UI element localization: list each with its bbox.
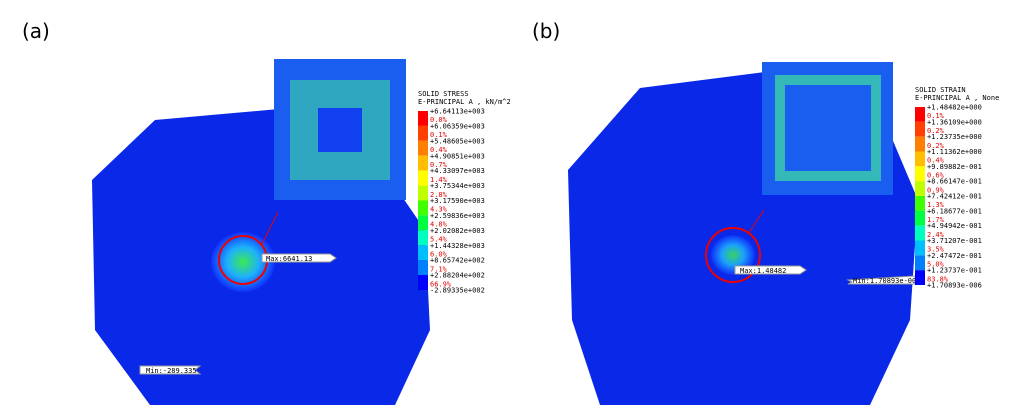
legend-percent: 1.3% <box>927 201 945 209</box>
legend-swatch <box>418 111 428 126</box>
legend-percent: 2.8% <box>430 191 448 199</box>
legend-value: +2.88204e+002 <box>430 272 485 280</box>
legend-swatch <box>418 170 428 186</box>
legend-swatch <box>418 155 428 171</box>
legend-title: E-PRINCIPAL A , None <box>915 94 999 102</box>
legend-percent: 5.0% <box>927 260 945 268</box>
min-tag <box>846 275 916 285</box>
legend-percent: 0.9% <box>927 186 945 194</box>
legend-percent: 83.8% <box>927 275 949 283</box>
max-tag <box>261 253 337 263</box>
leader <box>261 211 279 245</box>
legend-swatch <box>915 196 925 211</box>
legend-value: +3.75344e+003 <box>430 182 485 190</box>
hotspot <box>711 235 755 275</box>
legend-swatch <box>418 215 428 231</box>
max-tag <box>734 265 807 275</box>
legend-value: +6.18677e-001 <box>927 207 982 215</box>
legend-swatch <box>418 260 428 276</box>
legend-value: +2.47472e-001 <box>927 252 982 260</box>
legend-swatch <box>418 185 428 201</box>
legend-value: +1.11362e+000 <box>927 148 982 156</box>
legend-swatch <box>418 140 428 156</box>
min-tag <box>139 365 202 375</box>
inset-pattern <box>775 75 881 181</box>
legend-percent: 66.9% <box>430 280 452 288</box>
legend-swatch <box>418 200 428 216</box>
legend-percent: 0.0% <box>430 116 448 124</box>
legend-title: E-PRINCIPAL A , kN/m^2 <box>418 98 511 106</box>
legend-swatch <box>915 210 925 226</box>
legend-value: +3.17590e+003 <box>430 197 485 205</box>
legend-swatch <box>915 121 925 137</box>
legend-swatch <box>915 107 925 122</box>
panel-label: (a) <box>22 19 50 43</box>
legend-swatch <box>915 181 925 196</box>
legend-swatch <box>418 245 428 261</box>
legend-value: +3.71207e-001 <box>927 237 982 245</box>
max-label: Max:1.48482 <box>740 267 786 275</box>
legend-value: +8.66147e-001 <box>927 178 982 186</box>
legend-value: -2.89335e+002 <box>430 287 485 295</box>
legend-percent: 5.4% <box>430 236 448 244</box>
legend-percent: 0.2% <box>927 142 945 150</box>
legend-percent: 0.4% <box>927 157 945 165</box>
panel-label: (b) <box>532 19 560 43</box>
legend-title: SOLID STRAIN <box>915 86 966 94</box>
legend-swatch <box>915 225 925 241</box>
legend-swatch <box>418 125 428 141</box>
legend-value: +4.94942e-001 <box>927 222 982 230</box>
legend-value: +6.06359e+003 <box>430 122 485 130</box>
legend-percent: 2.4% <box>927 231 945 239</box>
legend-value: +9.89882e-001 <box>927 163 982 171</box>
max-label: Max:6641.13 <box>266 255 312 263</box>
legend-percent: 0.7% <box>430 161 448 169</box>
legend-value: +8.65742e+002 <box>430 257 485 265</box>
leader <box>747 209 765 235</box>
min-label: Min:-289.335 <box>146 367 197 375</box>
legend-value: +1.70893e-006 <box>927 282 982 290</box>
legend-percent: 4.3% <box>430 206 448 214</box>
legend-value: +1.23735e+000 <box>927 133 982 141</box>
legend-swatch <box>418 230 428 246</box>
legend-percent: 0.2% <box>927 127 945 135</box>
legend-percent: 0.1% <box>430 131 448 139</box>
legend-percent: 0.1% <box>927 112 945 120</box>
legend-percent: 1.7% <box>927 216 945 224</box>
legend-value: +4.90851e+003 <box>430 152 485 160</box>
legend-swatch <box>915 255 925 271</box>
legend-swatch <box>915 270 925 285</box>
legend-percent: 4.8% <box>430 221 448 229</box>
legend-swatch <box>915 136 925 152</box>
legend-title: SOLID STRESS <box>418 90 469 98</box>
legend-swatch <box>418 275 428 290</box>
legend-swatch <box>915 240 925 256</box>
legend-value: +1.23737e-001 <box>927 267 982 275</box>
legend-swatch <box>915 166 925 182</box>
legend-percent: 7.1% <box>430 265 448 273</box>
inset-core <box>318 108 362 152</box>
legend-value: +2.02082e+003 <box>430 227 485 235</box>
legend-value: +5.48605e+003 <box>430 137 485 145</box>
min-label: Min:1.70893e-006 <box>853 277 920 285</box>
legend-value: +1.36109e+000 <box>927 118 982 126</box>
legend-value: +2.59836e+003 <box>430 212 485 220</box>
legend-percent: 0.6% <box>927 171 945 179</box>
legend-value: +1.44328e+003 <box>430 242 485 250</box>
legend-value: +7.42412e-001 <box>927 193 982 201</box>
legend-value: +4.33097e+003 <box>430 167 485 175</box>
legend-value: +6.64113e+003 <box>430 108 485 116</box>
legend-percent: 1.4% <box>430 176 448 184</box>
legend-percent: 6.0% <box>430 250 448 258</box>
legend-value: +1.48482e+000 <box>927 104 982 112</box>
zoom-circle <box>705 227 761 283</box>
legend-swatch <box>915 151 925 167</box>
legend-percent: 3.5% <box>927 246 945 254</box>
legend-percent: 0.4% <box>430 146 448 154</box>
